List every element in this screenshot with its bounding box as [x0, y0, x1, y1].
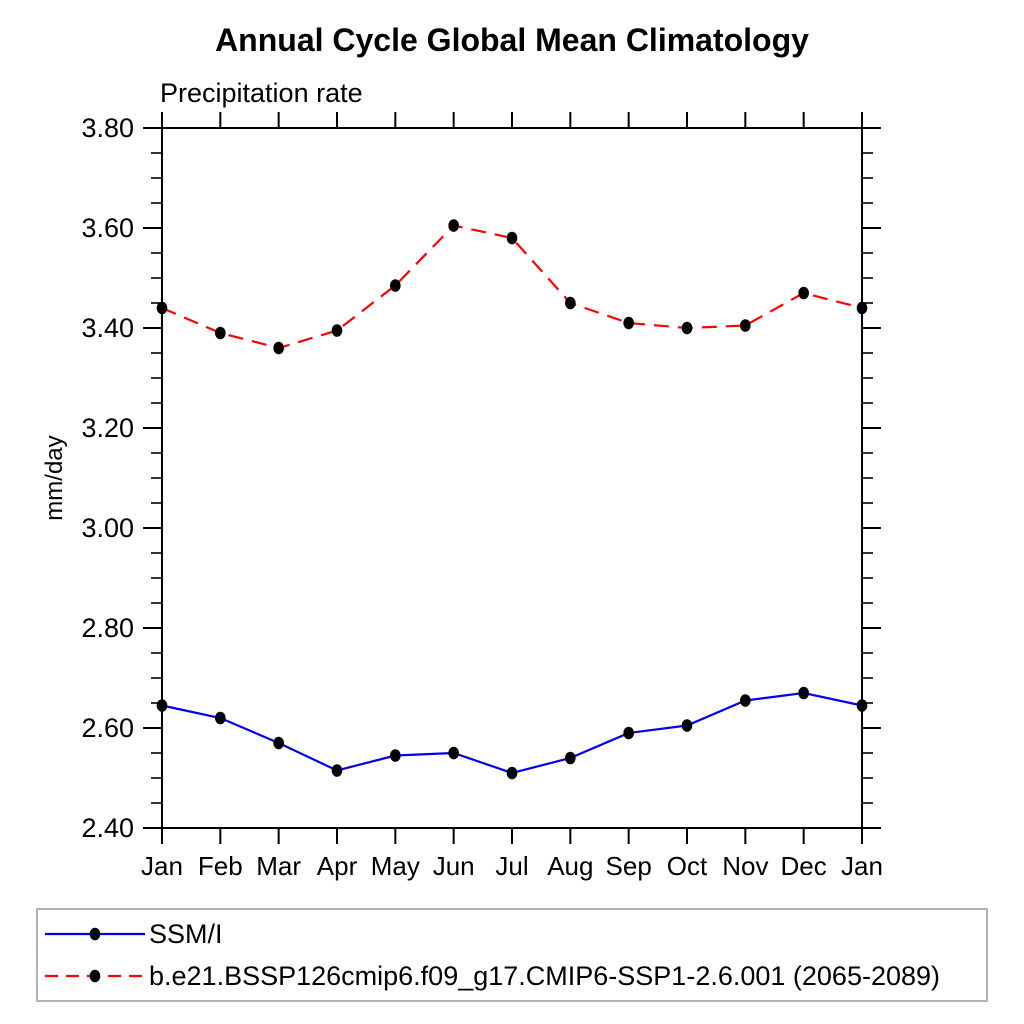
x-tick-label: Aug: [547, 851, 593, 881]
x-tick-label: Feb: [198, 851, 243, 881]
legend-label: b.e21.BSSP126cmip6.f09_g17.CMIP6-SSP1-2.…: [149, 960, 941, 991]
data-point: [506, 231, 518, 245]
y-tick-label: 2.40: [81, 813, 134, 843]
x-tick-label: Jun: [433, 851, 475, 881]
x-tick-label: May: [371, 851, 420, 881]
chart-title: Annual Cycle Global Mean Climatology: [215, 22, 809, 58]
x-tick-label: Sep: [606, 851, 652, 881]
x-tick-label: Jan: [141, 851, 183, 881]
data-point: [798, 286, 809, 300]
x-tick-label: Apr: [317, 851, 358, 881]
data-point: [565, 296, 576, 310]
y-tick-label: 3.00: [81, 513, 134, 543]
data-point: [565, 751, 576, 765]
data-point: [156, 699, 168, 712]
data-point: [856, 699, 868, 712]
y-tick-label: 3.60: [81, 213, 134, 243]
data-point: [448, 219, 459, 232]
x-tick-label: Dec: [781, 851, 827, 881]
legend-marker-dot: [89, 969, 101, 983]
y-tick-label: 2.80: [81, 613, 134, 643]
series-line-0: [161, 691, 863, 775]
y-tick-label: 2.60: [81, 713, 134, 743]
legend-item-0: SSM/I: [42, 913, 986, 955]
legend-item-1: b.e21.BSSP126cmip6.f09_g17.CMIP6-SSP1-2.…: [42, 955, 986, 997]
data-point: [506, 766, 518, 780]
data-point: [390, 279, 401, 292]
data-point: [740, 319, 751, 332]
y-tick-label: 3.40: [81, 313, 134, 343]
chart-subtitle: Precipitation rate: [160, 78, 363, 108]
x-tick-label: Oct: [667, 851, 708, 881]
data-point: [740, 694, 751, 707]
data-point: [331, 764, 343, 777]
x-tick-label: Jul: [495, 851, 528, 881]
legend-line-sample-solid: [45, 927, 145, 941]
data-point: [331, 324, 343, 337]
data-point: [798, 686, 809, 700]
data-point: [448, 746, 459, 760]
data-point: [681, 321, 693, 335]
data-point: [390, 749, 401, 762]
plot-frame: [161, 127, 863, 829]
data-point: [273, 341, 284, 355]
y-tick-label: 3.80: [81, 113, 134, 143]
data-point: [681, 719, 693, 732]
x-tick-label: Mar: [256, 851, 301, 881]
legend: SSM/I b.e21.BSSP126cmip6.f09_g17.CMIP6-SS…: [36, 908, 988, 1002]
data-point: [623, 726, 634, 740]
data-point: [623, 316, 634, 330]
legend-marker-dot: [89, 927, 101, 941]
legend-label: SSM/I: [149, 918, 223, 949]
data-point: [156, 301, 168, 315]
x-tick-label: Jan: [841, 851, 883, 881]
data-point: [856, 301, 868, 315]
x-tick-label: Nov: [722, 851, 768, 881]
data-point: [273, 736, 284, 750]
data-point: [215, 326, 226, 340]
data-point: [215, 711, 226, 725]
y-tick-label: 3.20: [81, 413, 134, 443]
legend-line-sample-dashed: [45, 969, 145, 983]
y-axis-label: mm/day: [41, 435, 68, 520]
